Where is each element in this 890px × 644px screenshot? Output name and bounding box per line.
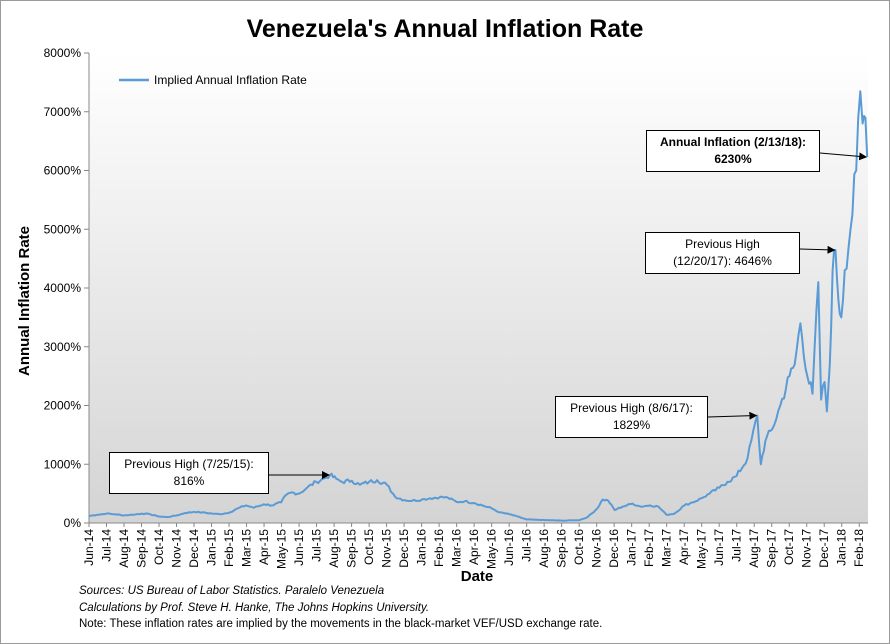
footer-note: Note: These inflation rates are implied … <box>79 618 603 630</box>
annotation-current-inflation: Annual Inflation (2/13/18): 6230% <box>646 130 820 172</box>
y-tick-label: 0% <box>64 516 82 530</box>
x-tick-label: Jan-15 <box>205 529 219 566</box>
series-line-implied-inflation <box>88 90 869 522</box>
annotation-previous-high-aug17: Previous High (8/6/17): 1829% <box>555 396 708 438</box>
x-tick-label: Aug-17 <box>747 529 761 568</box>
x-tick-label: Jun-17 <box>712 529 726 566</box>
x-tick-label: Jan-18 <box>835 529 849 566</box>
x-tick-label: Dec-16 <box>607 529 621 568</box>
legend: Implied Annual Inflation Rate <box>119 73 307 87</box>
x-tick-label: Feb-18 <box>852 529 866 567</box>
x-axis-title: Date <box>461 568 494 585</box>
x-tick-label: May-15 <box>275 529 289 569</box>
x-tick-label: Oct-14 <box>152 529 166 565</box>
x-tick-label: Apr-17 <box>677 529 691 565</box>
footer-notes: Sources: US Bureau of Labor Statistics. … <box>79 583 602 633</box>
annotation-value: 6230% <box>714 152 752 166</box>
x-tick-label: Sep-15 <box>345 529 359 568</box>
footer-sources: Sources: US Bureau of Labor Statistics. … <box>79 585 385 597</box>
chart-title: Venezuela's Annual Inflation Rate <box>246 15 644 43</box>
x-axis: Jun-14 Jul-14 Aug-14 Sep-14 Oct-14 Nov-14 Dec-… <box>82 522 868 569</box>
annotation-value: 816% <box>173 474 205 488</box>
footer-calculations: Calculations by Prof. Steve H. Hanke, Th… <box>79 601 430 614</box>
x-tick-label: Mar-15 <box>240 529 254 567</box>
annotation-arrow <box>799 245 836 254</box>
x-tick-label: Jul-16 <box>520 529 534 562</box>
y-tick-label: 3000% <box>44 340 82 354</box>
x-tick-label: Oct-17 <box>782 529 796 565</box>
x-tick-label: May-16 <box>485 529 499 569</box>
x-tick-label: May-17 <box>695 529 709 569</box>
x-tick-label: Oct-15 <box>362 529 376 565</box>
annotation-arrow <box>819 152 868 161</box>
x-tick-label: Jan-17 <box>625 529 639 566</box>
x-tick-label: Sep-14 <box>135 529 149 568</box>
x-tick-label: Jan-16 <box>415 529 429 566</box>
x-tick-label: Apr-15 <box>257 529 271 565</box>
x-tick-label: Nov-16 <box>590 529 604 568</box>
annotation-arrow <box>707 411 758 420</box>
annotation-arrows <box>268 152 868 480</box>
annotation-value: (12/20/17): 4646% <box>673 254 772 268</box>
x-tick-label: Jun-15 <box>292 529 306 566</box>
annotation-previous-high-dec17: Previous High (12/20/17): 4646% <box>645 232 800 274</box>
x-tick-label: Jun-14 <box>82 529 96 566</box>
x-tick-label: Aug-14 <box>117 529 131 568</box>
x-tick-label: Dec-17 <box>817 529 831 568</box>
y-axis-title: Annual Inflation Rate <box>16 226 33 376</box>
y-tick-label: 6000% <box>44 164 82 178</box>
x-tick-label: Nov-14 <box>170 529 184 568</box>
x-tick-label: Jul-17 <box>730 529 744 562</box>
x-tick-label: Feb-15 <box>222 529 236 567</box>
x-tick-label: Aug-15 <box>327 529 341 568</box>
x-tick-label: Mar-16 <box>450 529 464 567</box>
x-tick-label: Oct-16 <box>572 529 586 565</box>
x-tick-label: Jul-14 <box>100 529 114 562</box>
y-tick-label: 4000% <box>44 281 82 295</box>
annotation-value: 1829% <box>612 418 651 432</box>
annotation-line: Previous High <box>685 237 760 251</box>
y-tick-label: 7000% <box>44 105 82 119</box>
x-tick-label: Mar-17 <box>660 529 674 567</box>
y-tick-label: 5000% <box>44 222 82 236</box>
x-tick-label: Nov-15 <box>380 529 394 568</box>
x-tick-label: Apr-16 <box>467 529 481 565</box>
x-tick-label: Feb-16 <box>432 529 446 567</box>
x-tick-label: Feb-17 <box>642 529 656 567</box>
annotation-line: Annual Inflation (2/13/18): <box>659 135 806 149</box>
annotation-line: Previous High (7/25/15): <box>124 457 254 471</box>
y-tick-label: 8000% <box>44 46 82 60</box>
y-tick-label: 1000% <box>44 457 82 471</box>
annotation-line: Previous High (8/6/17): <box>570 401 693 415</box>
x-tick-label: Sep-16 <box>555 529 569 568</box>
annotation-previous-high-2015: Previous High (7/25/15): 816% <box>109 452 269 494</box>
x-tick-label: Sep-17 <box>765 529 779 568</box>
y-tick-label: 2000% <box>44 399 82 413</box>
x-tick-label: Dec-14 <box>187 529 201 568</box>
x-tick-label: Jun-16 <box>502 529 516 566</box>
x-tick-label: Nov-17 <box>800 529 814 568</box>
x-tick-label: Dec-15 <box>397 529 411 568</box>
x-tick-label: Aug-16 <box>537 529 551 568</box>
x-tick-label: Jul-15 <box>310 529 324 562</box>
y-axis: 0% 1000% 2000% 3000% 4000% 5000% 6000% 7000% 800… <box>44 46 90 530</box>
legend-label: Implied Annual Inflation Rate <box>154 73 307 87</box>
